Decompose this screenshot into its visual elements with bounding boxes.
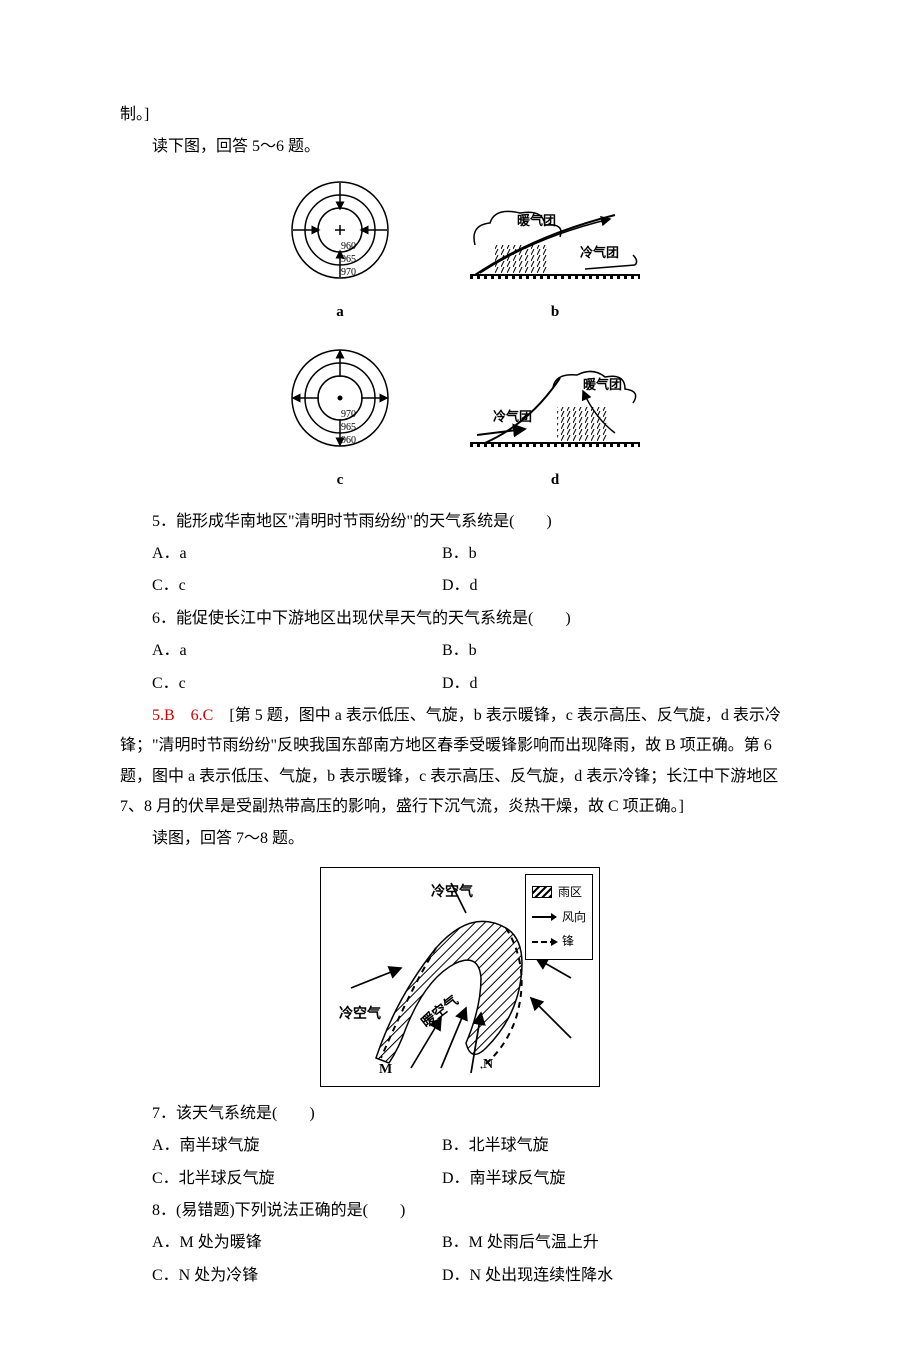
q8-opt-d: D．N 处出现连续性降水 — [442, 1261, 800, 1291]
q6-stem: 6．能促使长江中下游地区出现伏旱天气的天气系统是( ) — [120, 604, 800, 634]
cyclone-a-svg: 960 965 970 — [285, 175, 395, 285]
label-a: a — [265, 298, 415, 327]
label-warm-d: 暖气团 — [583, 377, 622, 392]
diagram-b: 暖气团 冷气团 b — [455, 195, 655, 327]
q5-opt-c: C．c — [152, 571, 442, 601]
q6-opt-c: C．c — [152, 669, 442, 699]
instr-7-8: 读图，回答 7～8 题。 — [120, 824, 800, 854]
q6-opt-d: D．d — [442, 669, 800, 699]
q8-opt-c: C．N 处为冷锋 — [152, 1261, 442, 1291]
q5-opt-a: A．a — [152, 539, 442, 569]
diagram-c: 970 965 960 c — [265, 343, 415, 495]
answer-5-6: 5.B 6.C [第 5 题，图中 a 表示低压、气旋，b 表示暖锋，c 表示高… — [120, 701, 800, 823]
answer-5-6-key: 5.B 6.C — [152, 707, 213, 724]
legend-front: 锋 — [562, 930, 574, 953]
answer-5-6-body: [第 5 题，图中 a 表示低压、气旋，b 表示暖锋，c 表示高压、反气旋，d … — [120, 707, 781, 815]
legend-rain-icon — [532, 886, 552, 898]
cold-front-svg: 冷气团 暖气团 — [465, 363, 645, 453]
q5-stem: 5．能形成华南地区"清明时节雨纷纷"的天气系统是( ) — [120, 507, 800, 537]
q6-opt-a: A．a — [152, 636, 442, 666]
diagram-grid-5-6: 960 965 970 a — [120, 175, 800, 495]
legend-wind-icon — [532, 916, 556, 918]
q8-opt-a: A．M 处为暖锋 — [152, 1228, 442, 1258]
label-warm-center: 暖空气 — [418, 992, 462, 1031]
label-c: c — [265, 466, 415, 495]
q7-opt-d: D．南半球反气旋 — [442, 1164, 800, 1194]
label-cold-left: 冷空气 — [339, 1005, 381, 1022]
isobar-c970: 970 — [341, 409, 356, 420]
instr-5-6: 读下图，回答 5～6 题。 — [120, 132, 800, 162]
q7-stem: 7．该天气系统是( ) — [120, 1099, 800, 1129]
warm-front-svg: 暖气团 冷气团 — [465, 195, 645, 285]
diagram-a: 960 965 970 a — [265, 175, 415, 327]
isobar-965: 965 — [341, 254, 356, 265]
isobar-970: 970 — [341, 267, 356, 278]
legend-front-icon — [532, 941, 556, 943]
isobar-c960: 960 — [341, 435, 356, 446]
anticyclone-c-svg: 970 965 960 — [285, 343, 395, 453]
label-cold-d: 冷气团 — [493, 409, 532, 424]
label-M: M — [379, 1062, 392, 1077]
isobar-c965: 965 — [341, 422, 356, 433]
q5-opt-d: D．d — [442, 571, 800, 601]
legend-wind: 风向 — [562, 906, 586, 929]
label-b: b — [455, 298, 655, 327]
q6-opt-b: B．b — [442, 636, 800, 666]
label-N: N — [483, 1057, 493, 1072]
q5-opt-b: B．b — [442, 539, 800, 569]
q8-opt-b: B．M 处雨后气温上升 — [442, 1228, 800, 1258]
label-cold-b: 冷气团 — [580, 245, 619, 260]
legend: 雨区 风向 锋 — [525, 874, 593, 960]
legend-rain: 雨区 — [558, 881, 582, 904]
q7-opt-a: A．南半球气旋 — [152, 1131, 442, 1161]
q7-opt-c: C．北半球反气旋 — [152, 1164, 442, 1194]
label-d: d — [455, 466, 655, 495]
isobar-960: 960 — [341, 241, 356, 252]
q7-opt-b: B．北半球气旋 — [442, 1131, 800, 1161]
label-warm-b: 暖气团 — [517, 213, 556, 228]
label-cold-top: 冷空气 — [431, 883, 473, 900]
q8-stem: 8．(易错题)下列说法正确的是( ) — [120, 1196, 800, 1226]
diagram-d: 冷气团 暖气团 d — [455, 363, 655, 495]
cyclone-diagram: 冷空气 冷空气 暖空气 M N 雨区 风向 锋 — [120, 867, 800, 1087]
fragment-preceding: 制。] — [120, 100, 800, 130]
